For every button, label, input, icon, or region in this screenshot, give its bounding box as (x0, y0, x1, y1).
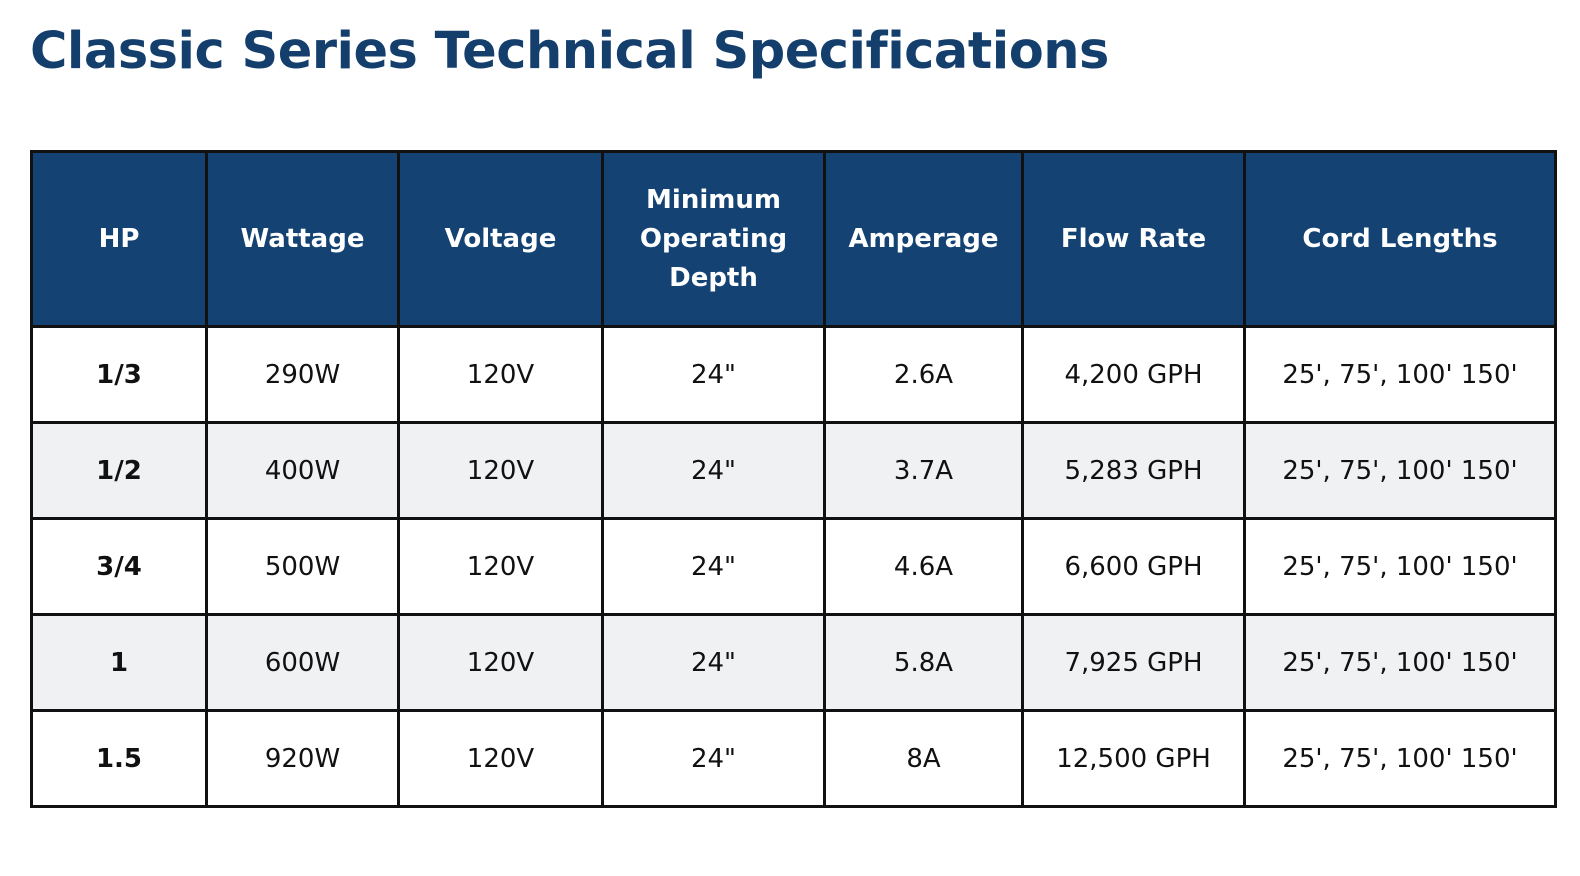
cell-hp: 1.5 (30, 709, 208, 808)
header-wattage: Wattage (205, 150, 400, 328)
cell-voltage: 120V (397, 517, 604, 616)
cell-hp: 3/4 (30, 517, 208, 616)
cell-flow-rate: 6,600 GPH (1021, 517, 1246, 616)
cell-flow-rate: 5,283 GPH (1021, 421, 1246, 520)
cell-amperage: 5.8A (823, 613, 1024, 712)
page-title: Classic Series Technical Specifications (30, 22, 1109, 81)
cell-depth: 24" (601, 421, 826, 520)
table-row: 1 600W 120V 24" 5.8A 7,925 GPH 25', 75',… (30, 613, 1557, 712)
header-row: HP Wattage Voltage Minimum Operating Dep… (30, 150, 1557, 328)
cell-cord-lengths: 25', 75', 100' 150' (1243, 421, 1557, 520)
cell-cord-lengths: 25', 75', 100' 150' (1243, 517, 1557, 616)
cell-hp: 1/3 (30, 325, 208, 424)
cell-wattage: 600W (205, 613, 400, 712)
cell-hp: 1/2 (30, 421, 208, 520)
cell-depth: 24" (601, 709, 826, 808)
cell-wattage: 500W (205, 517, 400, 616)
cell-wattage: 290W (205, 325, 400, 424)
cell-hp: 1 (30, 613, 208, 712)
table-row: 1/3 290W 120V 24" 2.6A 4,200 GPH 25', 75… (30, 325, 1557, 424)
header-hp: HP (30, 150, 208, 328)
cell-cord-lengths: 25', 75', 100' 150' (1243, 613, 1557, 712)
cell-cord-lengths: 25', 75', 100' 150' (1243, 325, 1557, 424)
cell-wattage: 920W (205, 709, 400, 808)
header-voltage: Voltage (397, 150, 604, 328)
cell-amperage: 8A (823, 709, 1024, 808)
header-min-operating-depth: Minimum Operating Depth (601, 150, 826, 328)
cell-amperage: 3.7A (823, 421, 1024, 520)
cell-voltage: 120V (397, 325, 604, 424)
cell-amperage: 4.6A (823, 517, 1024, 616)
table-row: 1.5 920W 120V 24" 8A 12,500 GPH 25', 75'… (30, 709, 1557, 808)
cell-depth: 24" (601, 517, 826, 616)
cell-amperage: 2.6A (823, 325, 1024, 424)
cell-flow-rate: 12,500 GPH (1021, 709, 1246, 808)
header-cord-lengths: Cord Lengths (1243, 150, 1557, 328)
table-row: 3/4 500W 120V 24" 4.6A 6,600 GPH 25', 75… (30, 517, 1557, 616)
cell-voltage: 120V (397, 421, 604, 520)
cell-depth: 24" (601, 613, 826, 712)
cell-flow-rate: 4,200 GPH (1021, 325, 1246, 424)
cell-voltage: 120V (397, 613, 604, 712)
header-flow-rate: Flow Rate (1021, 150, 1246, 328)
cell-wattage: 400W (205, 421, 400, 520)
header-amperage: Amperage (823, 150, 1024, 328)
table-row: 1/2 400W 120V 24" 3.7A 5,283 GPH 25', 75… (30, 421, 1557, 520)
cell-flow-rate: 7,925 GPH (1021, 613, 1246, 712)
cell-voltage: 120V (397, 709, 604, 808)
cell-depth: 24" (601, 325, 826, 424)
spec-table: HP Wattage Voltage Minimum Operating Dep… (30, 150, 1557, 808)
cell-cord-lengths: 25', 75', 100' 150' (1243, 709, 1557, 808)
